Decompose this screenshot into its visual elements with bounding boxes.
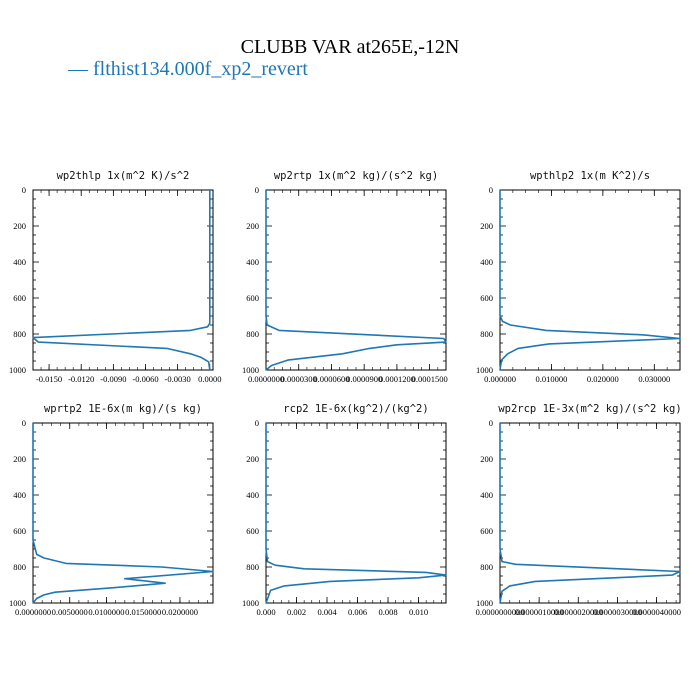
- x-tick-label: 0.0000000000: [476, 607, 525, 617]
- x-tick-label: 0.0150000: [125, 607, 161, 617]
- x-tick-label: 0.0000300: [281, 374, 317, 384]
- panel-title: wprtp2 1E-6x(m kg)/(s kg): [44, 403, 202, 415]
- x-tick-label: 0.0100000: [88, 607, 124, 617]
- y-tick-label: 600: [246, 526, 259, 536]
- x-tick-label: -0.0030: [165, 374, 191, 384]
- y-tick-label: 200: [13, 454, 26, 464]
- x-tick-label: 0.0001500: [412, 374, 448, 384]
- plot-frame: [32, 422, 214, 604]
- y-tick-label: 600: [480, 526, 493, 536]
- panel-4: wprtp2 1E-6x(m kg)/(s kg) 0 200 400 600 800 10…: [9, 403, 214, 617]
- y-tick-label: 400: [480, 257, 493, 267]
- y-tick-label: 0: [22, 418, 26, 428]
- panel-3: wpthlp2 1x(m K^2)/s 0 200 400 600 800 10000.00…: [476, 170, 681, 384]
- x-tick-label: 0.0200000: [162, 607, 198, 617]
- panel-title: wp2rcp 1E-3x(m^2 kg)/(s^2 kg): [498, 403, 681, 415]
- x-tick-label: -0.0120: [68, 374, 94, 384]
- legend-marker: —: [68, 58, 88, 80]
- y-tick-label: 800: [480, 562, 493, 572]
- y-tick-label: 200: [246, 221, 259, 231]
- x-tick-label: -0.0060: [132, 374, 158, 384]
- x-tick-label: 0.020000: [587, 374, 619, 384]
- x-tick-label: 0.0000030000: [593, 607, 642, 617]
- y-tick-label: 400: [246, 257, 259, 267]
- x-tick-label: 0.0000900: [346, 374, 382, 384]
- x-tick-label: 0.002: [287, 607, 306, 617]
- series-line: [499, 423, 681, 604]
- y-tick-label: 800: [13, 329, 26, 339]
- y-tick-label: 0: [489, 418, 493, 428]
- y-tick-label: 0: [255, 418, 259, 428]
- panel-6: wp2rcp 1E-3x(m^2 kg)/(s^2 kg) 0 200 400 600 8…: [476, 403, 682, 617]
- y-tick-label: 600: [13, 526, 26, 536]
- panel-title: wpthlp2 1x(m K^2)/s: [530, 170, 650, 182]
- x-tick-label: 0.0000: [198, 374, 221, 384]
- y-tick-label: 0: [22, 185, 26, 195]
- y-tick-label: 400: [246, 490, 259, 500]
- x-tick-label: -0.0090: [100, 374, 126, 384]
- x-tick-label: 0.0050000: [52, 607, 88, 617]
- panel-1: wp2thlp 1x(m^2 K)/s^2 0 200 400 600 800 1000 -0…: [9, 170, 221, 384]
- x-tick-label: 0.000: [256, 607, 275, 617]
- legend-entry: — flthist134.000f_xp2_revert: [68, 58, 308, 81]
- y-tick-label: 1000: [242, 598, 259, 608]
- x-tick-label: 0.008: [378, 607, 397, 617]
- y-tick-label: 400: [13, 490, 26, 500]
- y-tick-label: 0: [255, 185, 259, 195]
- x-tick-label: 0.0000000: [248, 374, 284, 384]
- series-line: [499, 190, 681, 371]
- x-tick-label: 0.010000: [535, 374, 567, 384]
- y-tick-label: 0: [489, 185, 493, 195]
- x-tick-label: 0.0000600: [313, 374, 349, 384]
- series-line: [265, 190, 447, 371]
- y-tick-label: 800: [13, 562, 26, 572]
- y-tick-label: 400: [13, 257, 26, 267]
- x-tick-label: -0.0150: [36, 374, 62, 384]
- series-line: [32, 190, 211, 371]
- panel-2: wp2rtp 1x(m^2 kg)/(s^2 kg) 0 200 400 600 800 1…: [242, 170, 448, 384]
- y-tick-label: 1000: [476, 365, 493, 375]
- x-tick-label: 0.0000000: [15, 607, 51, 617]
- x-tick-label: 0.010: [409, 607, 428, 617]
- x-tick-label: 0.0001200: [379, 374, 415, 384]
- y-tick-label: 800: [246, 329, 259, 339]
- y-tick-label: 600: [13, 293, 26, 303]
- x-tick-label: 0.0000010000: [515, 607, 564, 617]
- y-tick-label: 1000: [9, 365, 26, 375]
- panel-title: rcp2 1E-6x(kg^2)/(kg^2): [283, 403, 428, 415]
- y-tick-label: 600: [246, 293, 259, 303]
- y-tick-label: 200: [13, 221, 26, 231]
- y-tick-label: 800: [246, 562, 259, 572]
- plot-frame: [265, 422, 447, 604]
- x-tick-label: 0.004: [317, 607, 337, 617]
- y-tick-label: 600: [480, 293, 493, 303]
- series-line: [265, 423, 447, 604]
- y-tick-label: 200: [246, 454, 259, 464]
- x-tick-label: 0.000000: [484, 374, 516, 384]
- panel-title: wp2rtp 1x(m^2 kg)/(s^2 kg): [274, 170, 438, 182]
- x-tick-label: 0.030000: [638, 374, 670, 384]
- x-tick-label: 0.006: [348, 607, 367, 617]
- y-tick-label: 1000: [9, 598, 26, 608]
- panel-5: rcp2 1E-6x(kg^2)/(kg^2) 0 200 400 600 800 1000…: [242, 403, 447, 617]
- y-tick-label: 1000: [242, 365, 259, 375]
- panel-title: wp2thlp 1x(m^2 K)/s^2: [57, 170, 190, 182]
- y-tick-label: 200: [480, 454, 493, 464]
- y-tick-label: 400: [480, 490, 493, 500]
- x-tick-label: 0.0000020000: [554, 607, 603, 617]
- chart-title: CLUBB VAR at265E,-12N: [240, 36, 460, 58]
- series-line: [32, 423, 214, 604]
- y-tick-label: 800: [480, 329, 493, 339]
- legend-label: flthist134.000f_xp2_revert: [93, 58, 308, 80]
- x-tick-label: 0.0000040000: [632, 607, 681, 617]
- y-tick-label: 1000: [476, 598, 493, 608]
- y-tick-label: 200: [480, 221, 493, 231]
